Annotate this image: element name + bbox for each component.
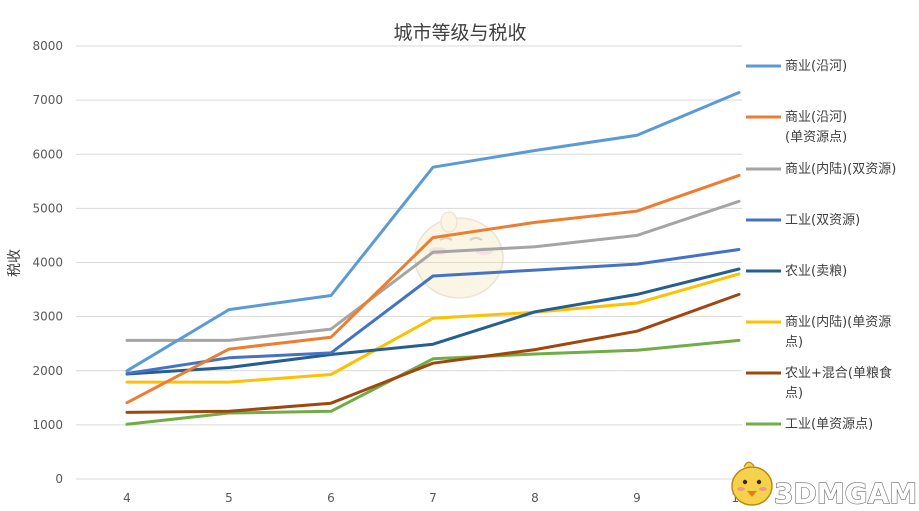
- legend-item: 商业(内陆)(单资源点): [746, 314, 891, 350]
- x-tick-label: 9: [633, 491, 641, 505]
- legend-label: 商业(内陆)(双资源): [785, 161, 896, 177]
- series-line: [125, 173, 741, 405]
- legend-label: 工业(单资源点): [785, 417, 873, 432]
- legend-label: 农业+混合(单粮食: [785, 365, 892, 381]
- series-lines: [125, 91, 741, 426]
- legend-item: 商业(沿河): [746, 59, 847, 74]
- chick-mascot-icon: [731, 461, 773, 506]
- y-tick-label: 5000: [32, 201, 63, 215]
- y-tick-label: 8000: [32, 39, 63, 53]
- y-axis-label: 税收: [7, 249, 23, 277]
- y-tick-label: 7000: [32, 93, 63, 107]
- legend-item: 工业(双资源): [746, 213, 860, 228]
- legend-label: 商业(内陆)(单资源: [785, 314, 891, 330]
- x-tick-label: 7: [429, 491, 437, 505]
- x-tick-label: 4: [123, 491, 131, 505]
- legend-item: 商业(沿河) (单资源点): [746, 110, 847, 145]
- legend-label: 商业(沿河): [785, 110, 847, 125]
- series-line: [125, 272, 741, 384]
- y-tick-label: 1000: [32, 418, 63, 432]
- legend-label: 点): [785, 386, 803, 401]
- legend-item: 农业(卖粮): [746, 264, 847, 279]
- x-tick-label: 6: [327, 491, 335, 505]
- series-line: [125, 267, 741, 376]
- y-tick-label: 6000: [32, 147, 63, 161]
- watermark: 3DMGAME: [731, 461, 919, 511]
- watermark-text: 3DMGAME: [774, 477, 919, 510]
- legend-label: 商业(沿河): [785, 59, 847, 74]
- legend-item: 商业(内陆)(双资源): [746, 161, 896, 177]
- legend-item: 工业(单资源点): [746, 417, 873, 432]
- series-line: [125, 248, 741, 375]
- legend: 商业(沿河) 商业(沿河) (单资源点) 商业(内陆)(双资源) 工业(双资源) 农业(卖…: [746, 59, 896, 432]
- y-tick-label: 3000: [32, 310, 63, 324]
- y-axis-ticks: 0 1000 2000 3000 4000 5000 6000 7000 8000: [32, 39, 63, 486]
- y-tick-label: 4000: [32, 256, 63, 270]
- legend-label: (单资源点): [785, 130, 847, 145]
- y-tick-label: 0: [55, 472, 63, 486]
- legend-label: 点): [785, 335, 803, 350]
- series-line: [125, 292, 741, 414]
- series-line: [125, 338, 741, 426]
- y-tick-label: 2000: [32, 364, 63, 378]
- x-tick-label: 8: [531, 491, 539, 505]
- series-line: [125, 199, 741, 342]
- x-tick-label: 5: [225, 491, 233, 505]
- chart-title: 城市等级与税收: [393, 22, 526, 44]
- series-line: [125, 91, 741, 373]
- legend-label: 农业(卖粮): [785, 264, 847, 279]
- legend-label: 工业(双资源): [785, 213, 860, 228]
